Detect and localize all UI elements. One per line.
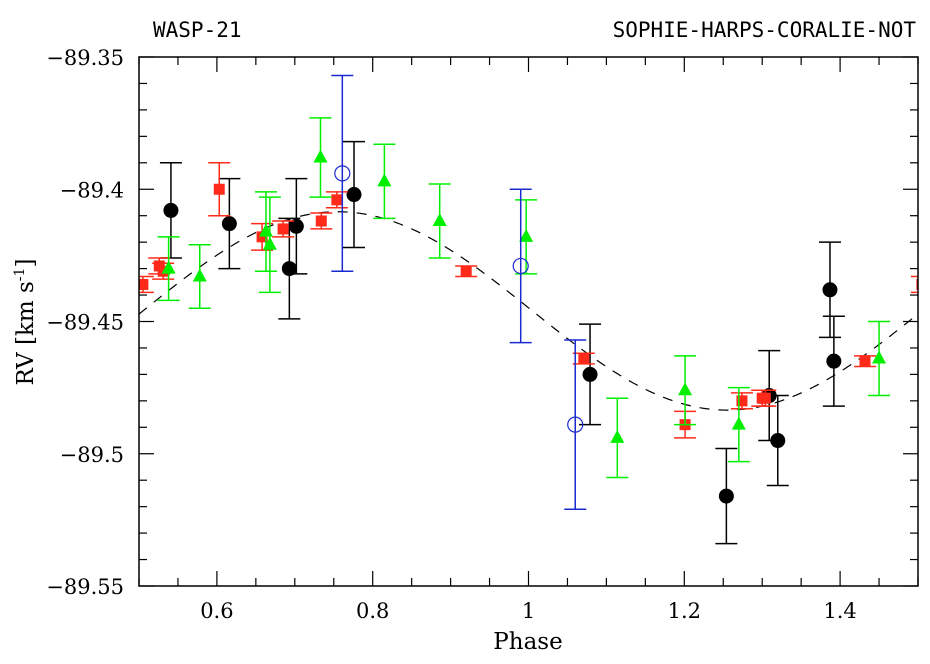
- data-point: [325, 191, 348, 209]
- model-curve-layer: [139, 211, 918, 411]
- data-points-layer: [139, 74, 918, 545]
- x-tick-label: 1.2: [668, 599, 701, 623]
- y-axis-label-close: ]: [13, 259, 39, 268]
- data-point: [606, 397, 629, 479]
- series-squares: [139, 162, 918, 439]
- marker-triangle: [377, 173, 392, 187]
- marker-square: [331, 194, 343, 206]
- data-point: [188, 244, 211, 310]
- data-point: [272, 220, 295, 238]
- data-point: [674, 355, 697, 426]
- marker-square: [736, 395, 748, 407]
- x-tick-label: 0.6: [200, 599, 233, 623]
- data-point: [509, 188, 532, 344]
- marker-filled-circle: [826, 353, 842, 369]
- data-point: [343, 140, 366, 249]
- chart-title-left: WASP-21: [153, 18, 242, 42]
- x-tick-labels: 0.6 0.8 1 1.2 1.4: [200, 599, 857, 623]
- data-point: [754, 389, 777, 407]
- marker-filled-circle: [346, 187, 362, 203]
- chart-title-right: SOPHIE-HARPS-CORALIE-NOT: [613, 18, 917, 42]
- marker-triangle: [432, 212, 447, 226]
- marker-open-circle: [567, 416, 584, 433]
- data-point: [159, 162, 182, 259]
- data-point: [208, 162, 231, 217]
- marker-filled-circle: [582, 366, 598, 382]
- data-point: [818, 241, 841, 339]
- y-axis-label-exponent: -1: [12, 268, 28, 282]
- data-point: [515, 199, 538, 275]
- x-tick-label: 1.4: [823, 599, 856, 623]
- marker-triangle: [192, 268, 207, 282]
- data-point: [455, 265, 478, 278]
- data-point: [910, 275, 918, 294]
- y-axis-label-main: RV [km s: [13, 281, 39, 385]
- marker-triangle: [872, 350, 887, 364]
- x-axis-label: Phase: [493, 629, 562, 655]
- marker-square: [213, 183, 225, 195]
- marker-square: [277, 223, 289, 235]
- data-point: [727, 386, 750, 463]
- marker-square: [139, 278, 149, 290]
- y-axis-label: RV [km s-1]: [12, 259, 39, 386]
- marker-filled-circle: [718, 488, 734, 504]
- marker-filled-circle: [163, 202, 179, 218]
- data-point: [218, 177, 241, 270]
- marker-filled-circle: [221, 216, 237, 232]
- data-point: [822, 315, 845, 407]
- marker-open-circle: [512, 257, 529, 275]
- data-point: [730, 392, 753, 410]
- marker-square: [916, 278, 918, 290]
- y-tick-labels: −89.35 −89.4 −89.45 −89.5 −89.55: [46, 46, 124, 599]
- marker-triangle: [262, 236, 277, 250]
- marker-open-circle: [334, 165, 351, 182]
- marker-square: [859, 355, 871, 367]
- x-tick-label: 0.8: [356, 599, 389, 623]
- data-point: [868, 320, 891, 397]
- y-tick-label: −89.4: [60, 178, 124, 202]
- marker-triangle: [731, 416, 746, 430]
- data-point: [373, 143, 396, 220]
- axis-ticks: [138, 56, 919, 587]
- data-point: [854, 355, 877, 368]
- data-point: [309, 117, 332, 198]
- y-tick-label: −89.35: [46, 46, 124, 70]
- marker-filled-circle: [281, 261, 297, 277]
- series-triangles: [157, 117, 891, 479]
- data-point: [139, 275, 154, 294]
- marker-square: [578, 353, 590, 365]
- marker-square: [460, 265, 472, 277]
- data-point: [715, 447, 738, 545]
- model-curve: [139, 211, 918, 411]
- marker-filled-circle: [822, 282, 838, 298]
- marker-square: [759, 392, 771, 404]
- x-tick-label: 1: [522, 599, 535, 623]
- data-point: [310, 212, 333, 230]
- marker-triangle: [678, 382, 693, 396]
- marker-filled-circle: [770, 433, 786, 449]
- y-tick-label: −89.45: [46, 311, 124, 335]
- data-point: [331, 74, 354, 272]
- data-point: [258, 196, 281, 294]
- data-point: [564, 339, 587, 511]
- marker-triangle: [610, 429, 625, 443]
- plot-frame: [138, 56, 919, 587]
- marker-triangle: [519, 228, 534, 242]
- series-filled-circles: [159, 140, 845, 545]
- y-tick-label: −89.5: [60, 443, 124, 467]
- y-tick-label: −89.55: [46, 575, 124, 599]
- series-open-circles: [331, 74, 587, 511]
- data-point: [572, 352, 595, 365]
- marker-triangle: [161, 260, 176, 274]
- marker-square: [315, 215, 327, 227]
- marker-triangle: [313, 149, 328, 163]
- data-point: [157, 236, 180, 302]
- svg-text:RV [km s-1]: RV [km s-1]: [12, 259, 39, 386]
- data-point: [579, 323, 602, 426]
- data-point: [285, 177, 308, 275]
- marker-filled-circle: [288, 218, 304, 234]
- marker-square: [256, 231, 268, 243]
- data-point: [428, 183, 451, 259]
